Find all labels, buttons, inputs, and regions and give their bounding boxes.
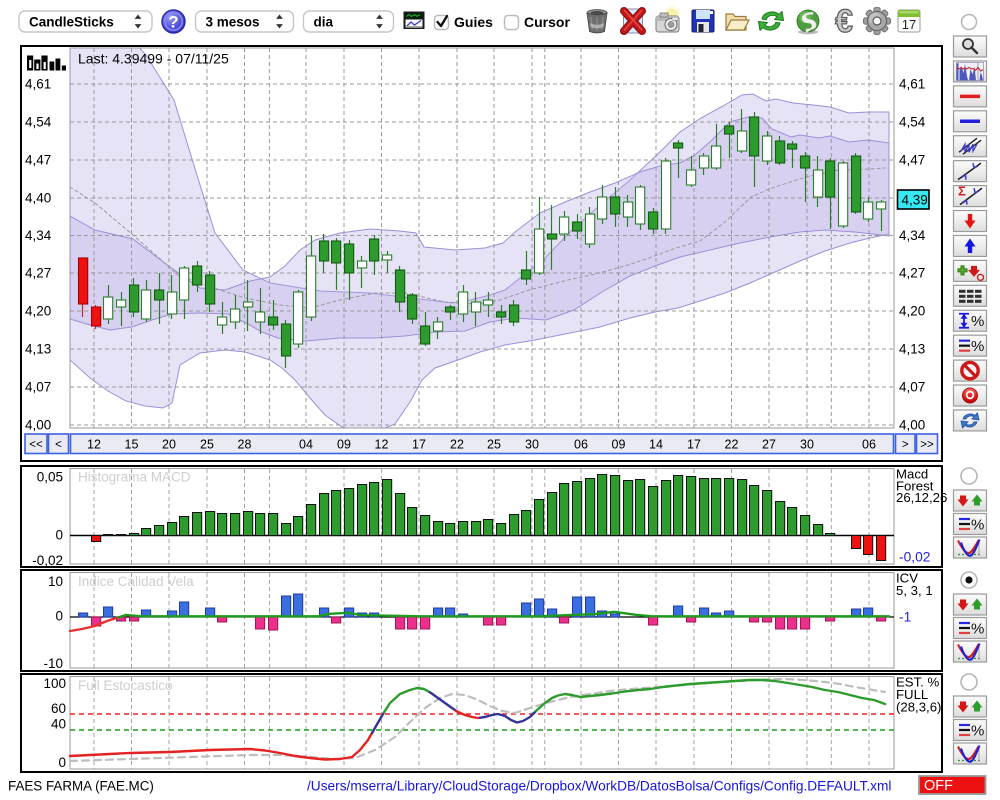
svg-text:-1: -1 (899, 610, 911, 625)
svg-text:27: 27 (762, 438, 776, 452)
svg-text:Macd: Macd (896, 467, 928, 482)
svg-text:100: 100 (43, 676, 66, 691)
svg-text:28: 28 (238, 438, 252, 452)
svg-text:Last: 4.39499 - 07/11/25: Last: 4.39499 - 07/11/25 (78, 51, 229, 67)
svg-text:-10: -10 (43, 656, 63, 671)
svg-text:4,00: 4,00 (25, 418, 51, 433)
svg-text:dia: dia (314, 15, 334, 30)
svg-text:17: 17 (902, 17, 916, 32)
svg-text:0: 0 (58, 755, 66, 770)
svg-text:€: € (835, 3, 853, 39)
svg-text:ICV: ICV (896, 571, 918, 586)
svg-text:4,54: 4,54 (899, 115, 926, 130)
svg-text:20: 20 (162, 438, 176, 452)
svg-text:4,54: 4,54 (25, 115, 52, 130)
svg-text:06: 06 (862, 438, 876, 452)
svg-text:FULL: FULL (896, 687, 928, 702)
svg-text:4,07: 4,07 (899, 380, 925, 395)
svg-text:22: 22 (725, 438, 739, 452)
svg-text:5, 3, 1: 5, 3, 1 (896, 583, 933, 598)
svg-text:Full Estocastico: Full Estocastico (78, 678, 173, 693)
svg-text:0: 0 (55, 528, 63, 543)
svg-text:0,05: 0,05 (37, 470, 63, 485)
svg-text:4,61: 4,61 (25, 77, 51, 92)
svg-text:Forest: Forest (896, 479, 934, 494)
svg-text:04: 04 (299, 438, 313, 452)
svg-text:3 mesos: 3 mesos (206, 15, 260, 30)
svg-text:?: ? (168, 13, 178, 32)
svg-text:40: 40 (51, 717, 66, 732)
svg-text:>: > (902, 439, 909, 451)
svg-text:<<: << (29, 439, 43, 451)
svg-text:(28,3,6): (28,3,6) (896, 700, 941, 715)
svg-text:%: % (971, 338, 984, 355)
svg-text:09: 09 (337, 438, 351, 452)
svg-text:17: 17 (412, 438, 426, 452)
svg-text:09: 09 (612, 438, 626, 452)
svg-text:4,34: 4,34 (25, 228, 52, 243)
svg-text:FAES FARMA (FAE.MC): FAES FARMA (FAE.MC) (8, 779, 154, 794)
svg-text:4,34: 4,34 (899, 228, 926, 243)
svg-text:4,39: 4,39 (902, 193, 928, 208)
svg-text:4,27: 4,27 (899, 266, 925, 281)
svg-text:26,12,26: 26,12,26 (896, 490, 947, 505)
svg-text:EST. %: EST. % (896, 675, 940, 690)
svg-text:10: 10 (48, 574, 63, 589)
svg-text:4,27: 4,27 (25, 266, 51, 281)
svg-text:12: 12 (87, 438, 101, 452)
svg-text:4,20: 4,20 (899, 304, 925, 319)
svg-text:4,00: 4,00 (899, 418, 925, 433)
svg-text:22: 22 (450, 438, 464, 452)
svg-text:25: 25 (487, 438, 501, 452)
svg-text:17: 17 (687, 438, 701, 452)
svg-text:30: 30 (800, 438, 814, 452)
svg-text:>>: >> (920, 439, 934, 451)
svg-text:Indice Calidad Vela: Indice Calidad Vela (78, 574, 194, 589)
svg-text:CandleSticks: CandleSticks (29, 15, 114, 30)
svg-text:%: % (971, 723, 984, 740)
svg-text:14: 14 (649, 438, 663, 452)
svg-text:4,20: 4,20 (25, 304, 51, 319)
svg-text:60: 60 (51, 701, 66, 716)
svg-text:Guies: Guies (454, 14, 493, 30)
svg-text:-0,02: -0,02 (32, 553, 63, 568)
svg-text:%: % (971, 313, 984, 330)
svg-text:0: 0 (55, 609, 63, 624)
svg-text:Histograma MACD: Histograma MACD (78, 470, 191, 485)
svg-text:4,13: 4,13 (899, 342, 925, 357)
svg-text:4,47: 4,47 (25, 153, 51, 168)
svg-text:4,47: 4,47 (899, 153, 925, 168)
svg-text:4,61: 4,61 (899, 77, 925, 92)
svg-text:Cursor: Cursor (524, 14, 570, 30)
svg-text:/Users/mserra/Library/CloudSto: /Users/mserra/Library/CloudStorage/Dropb… (307, 779, 891, 794)
svg-text:06: 06 (574, 438, 588, 452)
svg-text:OFF: OFF (924, 778, 953, 794)
svg-text:%: % (971, 621, 984, 638)
svg-text:30: 30 (525, 438, 539, 452)
svg-text:Σ: Σ (958, 184, 966, 199)
svg-text:4,40: 4,40 (25, 191, 51, 206)
svg-text:15: 15 (125, 438, 139, 452)
svg-text:4,07: 4,07 (25, 380, 51, 395)
svg-text:-0,02: -0,02 (899, 550, 930, 565)
svg-text:25: 25 (200, 438, 214, 452)
svg-text:4,13: 4,13 (25, 342, 51, 357)
svg-text:<: < (55, 439, 62, 451)
svg-text:12: 12 (375, 438, 389, 452)
svg-text:%: % (971, 517, 984, 534)
